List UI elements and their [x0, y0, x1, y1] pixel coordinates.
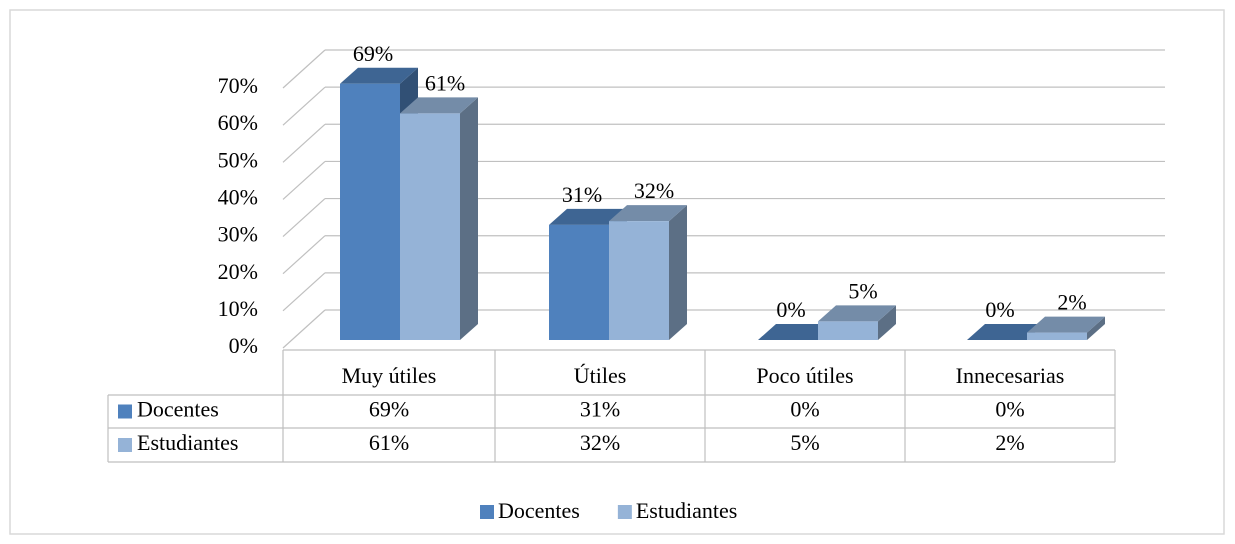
y-tick-label: 50%	[218, 147, 258, 172]
value-label: 2%	[1057, 290, 1086, 315]
category-label: Poco útiles	[756, 363, 853, 388]
bar-front	[1027, 332, 1087, 340]
table-cell: 32%	[580, 430, 620, 455]
legend-label: Estudiantes	[636, 498, 737, 523]
bar-side	[1087, 316, 1105, 340]
bar	[609, 205, 687, 340]
grid-line	[282, 160, 326, 200]
bar	[967, 324, 1045, 340]
grid-line	[282, 272, 326, 312]
category-label: Muy útiles	[342, 363, 437, 388]
bar-side	[878, 305, 896, 340]
legend-key	[617, 505, 632, 519]
grid-line	[282, 86, 326, 126]
bar-top	[400, 97, 478, 114]
bar-front	[818, 321, 878, 340]
y-tick-label: 20%	[218, 259, 258, 284]
y-tick-label: 0%	[229, 333, 258, 358]
bar-top	[340, 67, 418, 84]
category-label: Útiles	[574, 363, 627, 388]
bar-side	[669, 205, 687, 340]
bar-top	[758, 324, 836, 340]
grid-line	[282, 309, 326, 349]
y-tick-label: 30%	[218, 222, 258, 247]
table-legend-key	[118, 404, 132, 419]
bar-top	[609, 205, 687, 222]
table-row-label: Docentes	[137, 397, 219, 422]
bar-top	[1027, 316, 1105, 333]
value-label: 0%	[776, 297, 805, 322]
value-label: 0%	[985, 297, 1014, 322]
table-cell: 0%	[995, 397, 1024, 422]
table-legend-key	[118, 438, 132, 452]
y-tick-label: 40%	[218, 184, 258, 209]
y-tick-label: 10%	[218, 296, 258, 321]
bar-front	[400, 113, 460, 340]
value-label: 32%	[634, 178, 674, 203]
grid-line	[282, 235, 326, 275]
bar-top	[818, 305, 896, 322]
bar-front	[340, 83, 400, 340]
bar-top	[967, 324, 1045, 340]
value-label: 5%	[848, 278, 877, 303]
grid-line	[282, 123, 326, 163]
bar	[400, 97, 478, 340]
table-cell: 0%	[790, 397, 819, 422]
grid-line	[282, 198, 326, 238]
value-label: 31%	[562, 182, 602, 207]
category-label: Innecesarias	[956, 363, 1065, 388]
bar	[818, 305, 896, 340]
bar	[758, 324, 836, 340]
value-label: 69%	[353, 41, 393, 66]
grid-line	[282, 49, 326, 89]
table-cell: 61%	[369, 430, 409, 455]
bar-side	[460, 97, 478, 340]
table-row-label: Estudiantes	[137, 430, 238, 455]
y-tick-label: 70%	[218, 73, 258, 98]
table-cell: 69%	[369, 397, 409, 422]
legend-label: Docentes	[498, 498, 580, 523]
bar-top	[549, 208, 627, 225]
table-cell: 31%	[580, 397, 620, 422]
table-cell: 5%	[790, 430, 819, 455]
value-label: 61%	[425, 70, 465, 95]
y-tick-label: 60%	[218, 110, 258, 135]
table-cell: 2%	[995, 430, 1024, 455]
bar-front	[609, 221, 669, 340]
bar	[1027, 316, 1105, 340]
bar-front	[549, 224, 609, 340]
legend-key	[480, 505, 494, 519]
